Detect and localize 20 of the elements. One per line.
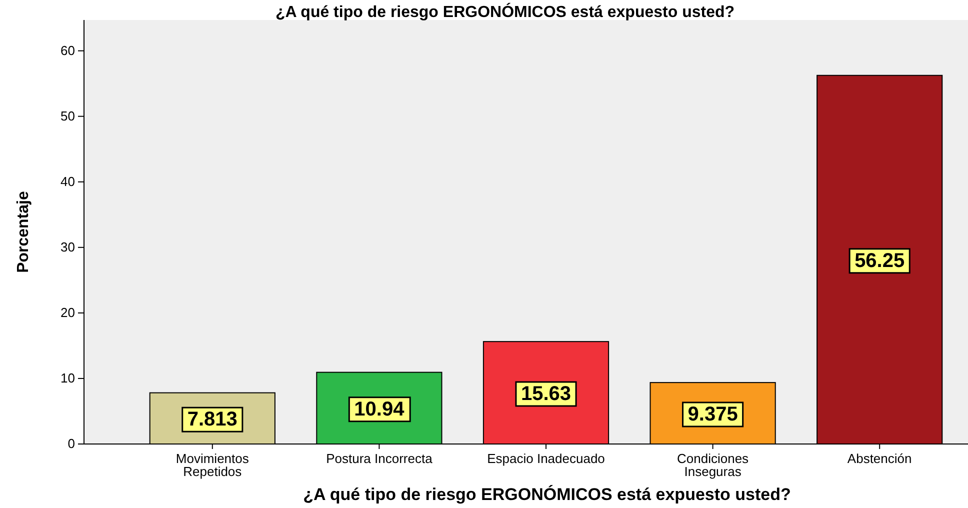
chart-title: ¿A qué tipo de riesgo ERGONÓMICOS está expuesto usted?: [275, 2, 735, 21]
data-label: 56.25: [854, 250, 905, 272]
x-tick-label: Condiciones Inseguras: [677, 451, 750, 479]
y-tick-label: 10: [60, 370, 75, 386]
data-label: 9.375: [688, 403, 738, 426]
y-tick-label: 30: [60, 240, 75, 255]
y-tick-label: 20: [60, 305, 75, 320]
x-tick-label: Movimientos Repetidos: [176, 451, 250, 479]
y-tick-label: 60: [60, 42, 75, 58]
data-label: 15.63: [520, 382, 572, 405]
x-tick-label: Abstención: [847, 451, 912, 466]
y-tick-label: 50: [60, 108, 75, 124]
x-tick-label: Espacio Inadecuado: [487, 451, 605, 466]
data-label: 10.94: [354, 398, 406, 420]
x-axis-title: ¿A qué tipo de riesgo ERGONÓMICOS está expuesto usted?: [303, 484, 791, 504]
data-label: 7.813: [187, 408, 238, 431]
y-tick-label: 40: [60, 174, 75, 190]
x-tick-label: Postura Incorrecta: [326, 451, 434, 466]
y-axis-title: Porcentaje: [15, 190, 32, 273]
y-tick-label: 0: [68, 436, 75, 452]
